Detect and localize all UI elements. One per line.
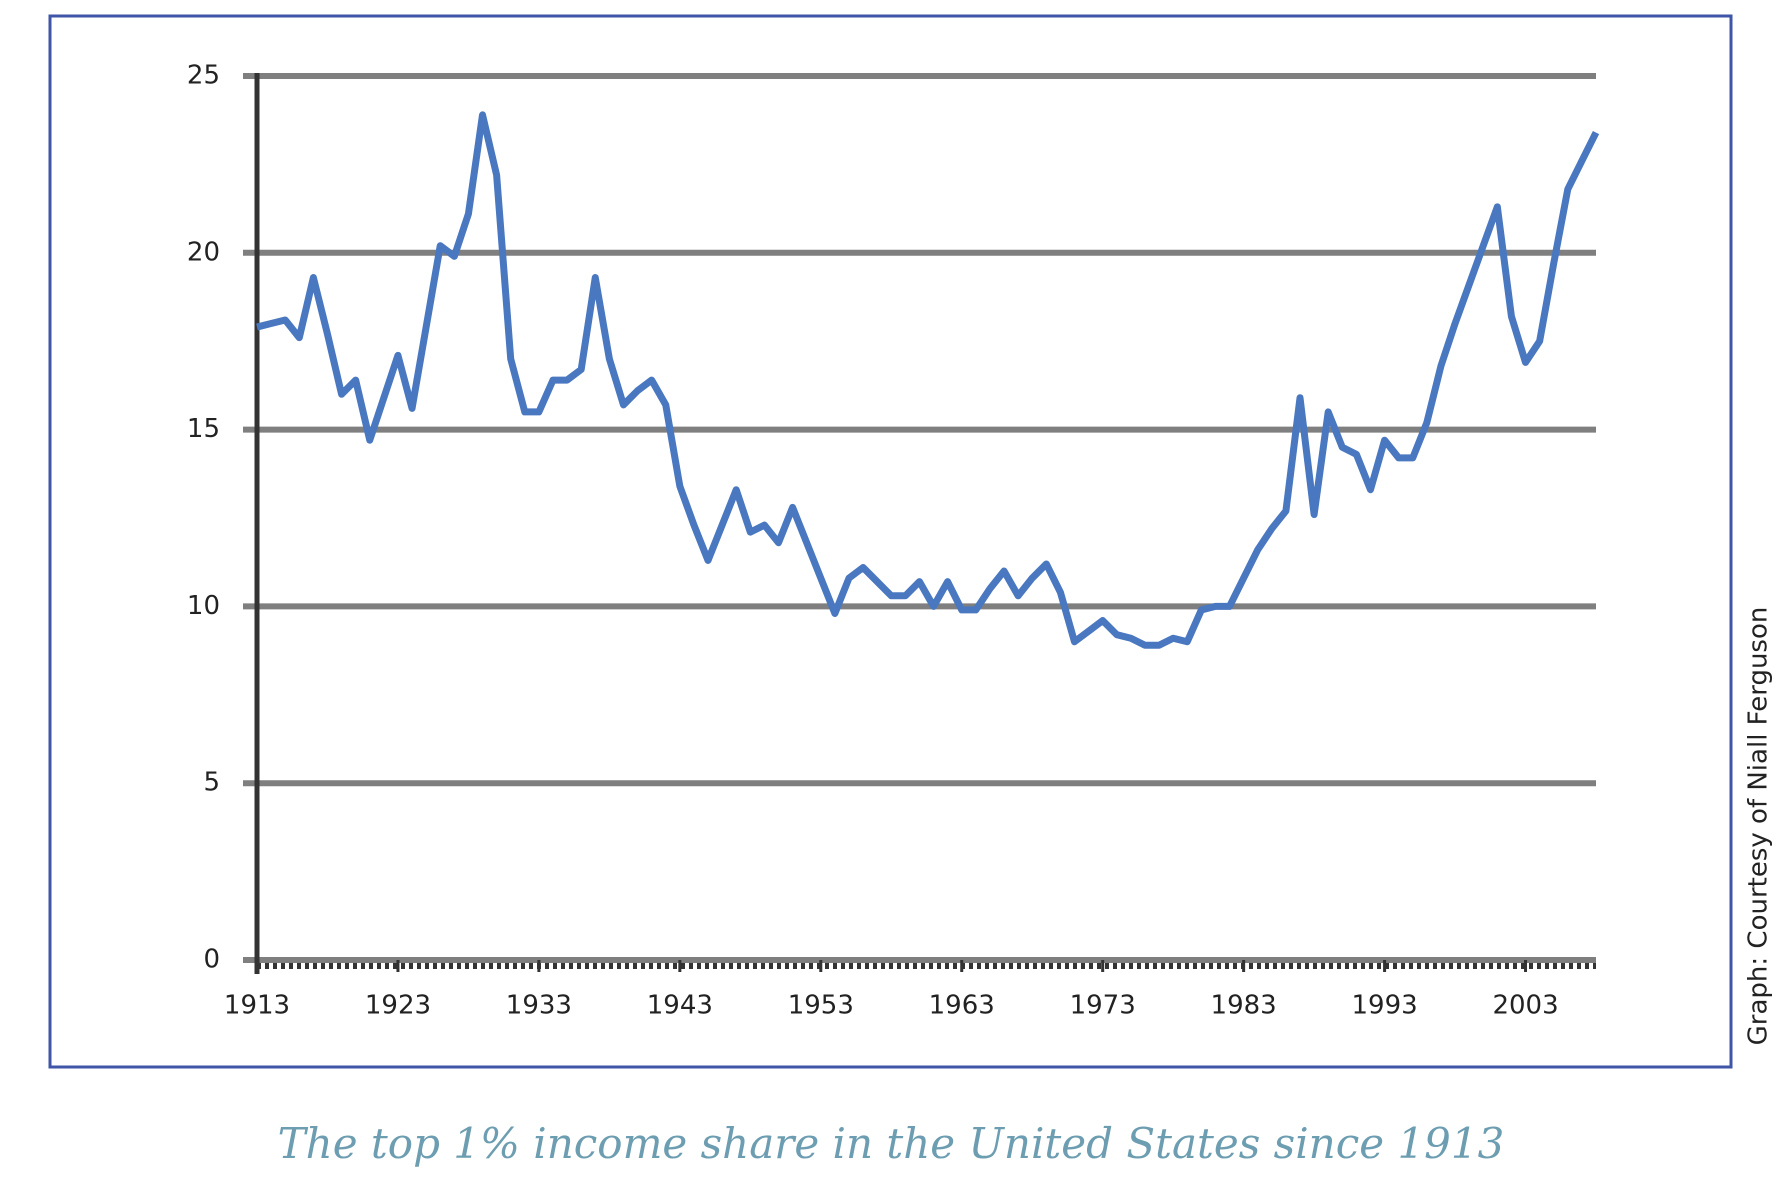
x-tick-label: 1953 — [788, 991, 854, 1021]
x-tick-label: 1973 — [1070, 991, 1136, 1021]
x-tick-label: 1963 — [929, 991, 995, 1021]
y-tick-label: 10 — [187, 591, 220, 621]
x-tick-label: 1993 — [1351, 991, 1417, 1021]
y-tick-label: 20 — [187, 237, 220, 267]
x-tick-label: 1983 — [1211, 991, 1277, 1021]
caption: The top 1% income share in the United St… — [278, 1119, 1505, 1168]
y-tick-label: 25 — [187, 61, 220, 91]
frame — [48, 14, 1733, 1069]
x-tick-label: 2003 — [1492, 991, 1558, 1021]
y-tick-label: 0 — [203, 945, 220, 975]
x-tick-label: 1913 — [224, 991, 290, 1021]
x-tick-label: 1943 — [647, 991, 713, 1021]
y-tick-label: 15 — [187, 414, 220, 444]
line — [256, 111, 1600, 649]
credit: Graph: Courtesy of Niall Ferguson — [1744, 607, 1774, 1046]
x-tick-label: 1923 — [365, 991, 431, 1021]
x-tick-label: 1933 — [506, 991, 572, 1021]
y-tick-label: 5 — [203, 768, 220, 798]
